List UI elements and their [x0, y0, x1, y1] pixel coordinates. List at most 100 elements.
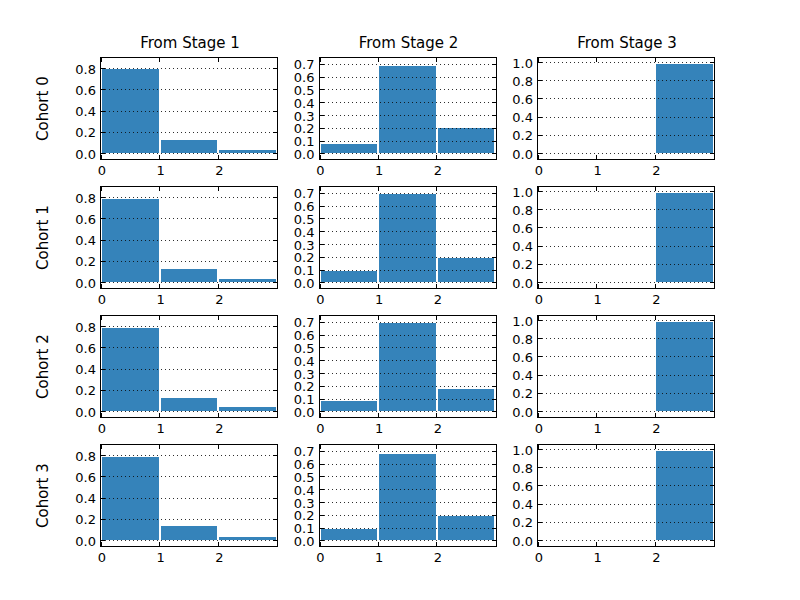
- histogram-bar-bin-1: [160, 139, 219, 154]
- ytick-mark: [710, 80, 714, 81]
- gridline-y-0.2: [538, 135, 714, 136]
- ytick-mark: [538, 411, 542, 412]
- ytick-mark: [710, 375, 714, 376]
- gridline-y-0.7: [320, 451, 496, 452]
- ytick-mark: [538, 117, 542, 118]
- ytick-mark: [710, 356, 714, 357]
- gridline-y-0.2: [538, 522, 714, 523]
- xtick-mark: [159, 316, 160, 320]
- ytick-mark: [101, 89, 105, 90]
- ytick-mark: [273, 369, 277, 370]
- xtick-label: 2: [644, 292, 668, 308]
- xtick-mark: [538, 542, 539, 546]
- ytick-mark: [492, 282, 496, 283]
- ytick-mark: [273, 89, 277, 90]
- xtick-mark: [378, 413, 379, 417]
- gridline-y-0.2: [101, 261, 277, 262]
- ytick-mark: [320, 322, 324, 323]
- ytick-label: 0.6: [52, 341, 96, 357]
- ytick-mark: [101, 519, 105, 520]
- xtick-mark: [655, 413, 656, 417]
- ytick-label: 0.6: [489, 350, 533, 366]
- xtick-mark: [320, 542, 321, 546]
- xtick-mark: [159, 445, 160, 449]
- ytick-mark: [710, 540, 714, 541]
- gridline-y-0.6: [101, 347, 277, 348]
- xtick-label: 1: [149, 292, 173, 308]
- ytick-label: 0.0: [52, 534, 96, 550]
- gridline-y-0.0: [538, 282, 714, 283]
- xtick-mark: [218, 316, 219, 320]
- xtick-mark: [596, 413, 597, 417]
- gridline-y-0.2: [101, 390, 277, 391]
- ytick-mark: [320, 360, 324, 361]
- ytick-mark: [320, 464, 324, 465]
- xtick-label: 2: [207, 292, 231, 308]
- ytick-mark: [492, 399, 496, 400]
- gridline-y-0.0: [320, 282, 496, 283]
- ytick-label: 0.8: [489, 203, 533, 219]
- ytick-mark: [538, 449, 542, 450]
- xtick-label: 0: [527, 550, 551, 566]
- gridline-y-0.6: [538, 356, 714, 357]
- xtick-mark: [655, 155, 656, 159]
- xtick-mark: [378, 58, 379, 62]
- xtick-mark: [320, 58, 321, 62]
- gridline-y-0.6: [101, 476, 277, 477]
- xtick-mark: [101, 187, 102, 191]
- ytick-mark: [492, 464, 496, 465]
- ytick-mark: [710, 209, 714, 210]
- ytick-label: 0.6: [52, 83, 96, 99]
- gridline-y-0.2: [320, 515, 496, 516]
- gridline-y-0.7: [320, 64, 496, 65]
- ytick-mark: [273, 197, 277, 198]
- ytick-label: 0.0: [489, 405, 533, 421]
- xtick-mark: [436, 155, 437, 159]
- xtick-label: 2: [426, 163, 450, 179]
- ytick-label: 0.4: [489, 110, 533, 126]
- ytick-label: 0.0: [52, 405, 96, 421]
- gridline-y-0.4: [101, 498, 277, 499]
- xtick-mark: [320, 413, 321, 417]
- ytick-mark: [320, 193, 324, 194]
- ytick-mark: [273, 218, 277, 219]
- ytick-label: 0.0: [52, 147, 96, 163]
- row-label-cohort-2: Cohort 2: [34, 316, 52, 417]
- ytick-label: 0.2: [489, 386, 533, 402]
- gridline-y-0.6: [538, 98, 714, 99]
- ytick-mark: [273, 455, 277, 456]
- subplot-cohort-2-stage-1: 0.00.20.40.60.8012Cohort 2: [100, 315, 278, 418]
- ytick-mark: [538, 338, 542, 339]
- histogram-bar-bin-2: [655, 63, 714, 154]
- xtick-label: 1: [586, 550, 610, 566]
- ytick-mark: [710, 98, 714, 99]
- histogram-bar-bin-2: [655, 450, 714, 541]
- gridline-y-0.8: [101, 68, 277, 69]
- ytick-mark: [538, 393, 542, 394]
- xtick-label: 0: [90, 421, 114, 437]
- ytick-mark: [538, 467, 542, 468]
- ytick-mark: [710, 153, 714, 154]
- ytick-mark: [492, 373, 496, 374]
- gridline-y-0.0: [538, 540, 714, 541]
- histogram-bar-bin-2: [437, 388, 496, 412]
- ytick-label: 0.2: [489, 257, 533, 273]
- ytick-mark: [320, 270, 324, 271]
- ytick-mark: [538, 62, 542, 63]
- xtick-label: 0: [309, 421, 333, 437]
- xtick-label: 1: [367, 163, 391, 179]
- xtick-mark: [538, 316, 539, 320]
- xtick-label: 0: [90, 292, 114, 308]
- ytick-label: 0.7: [271, 315, 315, 331]
- gridline-y-0.4: [101, 240, 277, 241]
- xtick-mark: [218, 542, 219, 546]
- gridline-y-0.0: [538, 153, 714, 154]
- xtick-label: 0: [527, 292, 551, 308]
- ytick-mark: [492, 451, 496, 452]
- ytick-mark: [710, 485, 714, 486]
- gridline-y-0.8: [101, 326, 277, 327]
- ytick-mark: [710, 522, 714, 523]
- xtick-mark: [436, 187, 437, 191]
- xtick-label: 1: [367, 550, 391, 566]
- gridline-y-0.8: [101, 197, 277, 198]
